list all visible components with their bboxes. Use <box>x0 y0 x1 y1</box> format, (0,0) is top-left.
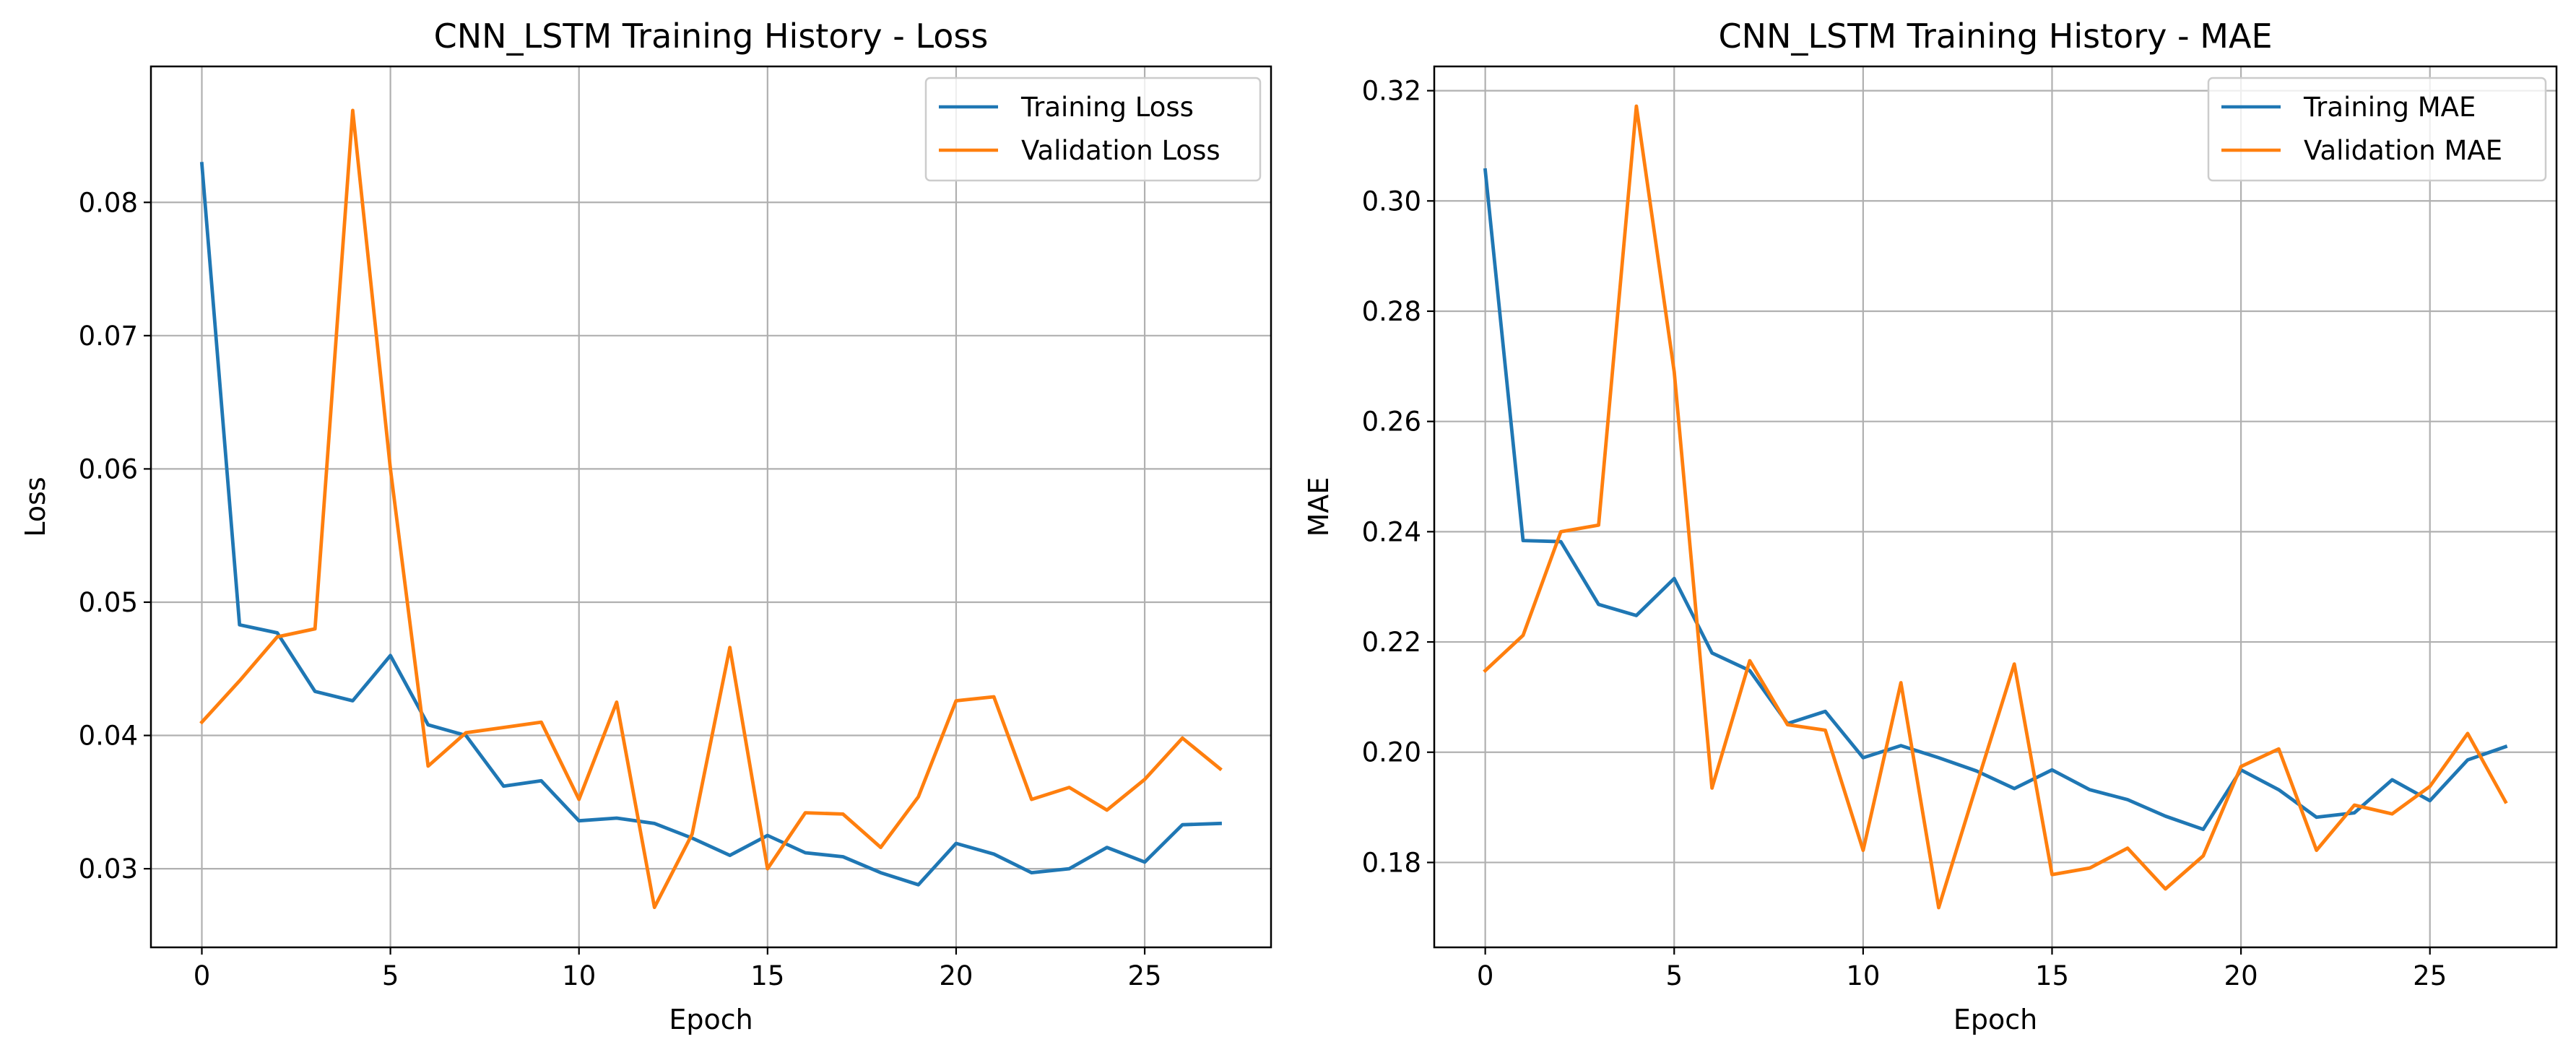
mae-x-tick-label: 5 <box>1665 960 1683 991</box>
mae-y-tick-label: 0.26 <box>1362 407 1421 438</box>
loss-x-tick-label: 20 <box>939 960 973 991</box>
mae-x-tick-label: 0 <box>1477 960 1494 991</box>
mae-y-tick-label: 0.22 <box>1362 627 1421 658</box>
mae-x-tick-label: 20 <box>2224 960 2258 991</box>
loss-lines <box>199 108 1223 909</box>
mae-y-tick-label: 0.24 <box>1362 516 1421 547</box>
mae-y-tick-label: 0.32 <box>1362 76 1421 107</box>
loss-axes-frame <box>149 65 1272 949</box>
legend-label-validation-loss: Validation Loss <box>1021 135 1220 166</box>
loss-chart: 0 5 10 15 20 25 0.03 0.04 0.05 0.06 0.07 0.08 CNN_L… <box>19 17 1272 1035</box>
series-line-training-loss <box>199 162 1222 887</box>
mae-axes-frame <box>1433 65 2558 949</box>
loss-y-tick-label: 0.05 <box>79 587 138 618</box>
mae-chart-title: CNN_LSTM Training History - MAE <box>1718 17 2272 56</box>
loss-x-axis-label: Epoch <box>669 1004 753 1035</box>
loss-y-tick-label: 0.04 <box>79 721 138 752</box>
series-line-validation-loss <box>199 108 1223 909</box>
mae-legend-box <box>2207 77 2547 182</box>
mae-x-tick-label: 15 <box>2035 960 2069 991</box>
mae-x-axis-label: Epoch <box>1953 1004 2037 1035</box>
mae-y-axis-label: MAE <box>1303 477 1335 537</box>
loss-y-axis-label: Loss <box>19 477 51 536</box>
loss-legend: Training Loss Validation Loss <box>924 77 1262 182</box>
loss-x-tick-label: 5 <box>382 960 399 991</box>
loss-y-tick-label: 0.07 <box>79 321 138 352</box>
loss-y-tick-label: 0.06 <box>79 453 138 485</box>
loss-y-tick-label: 0.08 <box>79 187 138 218</box>
loss-y-tick-label: 0.03 <box>79 853 138 885</box>
loss-x-tick-label: 10 <box>562 960 596 991</box>
legend-label-training-loss: Training Loss <box>1020 92 1194 123</box>
mae-ticks: 0 5 10 15 20 25 0.18 0.20 0.22 0.24 0.26 0.28 0.30 0.… <box>1362 76 2447 991</box>
mae-x-tick-label: 10 <box>1846 960 1880 991</box>
mae-y-tick-label: 0.18 <box>1362 847 1421 878</box>
mae-legend: Training MAE Validation MAE <box>2207 77 2547 182</box>
loss-x-tick-label: 0 <box>194 960 211 991</box>
loss-chart-title: CNN_LSTM Training History - Loss <box>434 17 989 56</box>
mae-y-tick-label: 0.30 <box>1362 186 1421 217</box>
mae-chart: 0 5 10 15 20 25 0.18 0.20 0.22 0.24 0.26 0.28 0.30 0.… <box>1303 17 2558 1035</box>
mae-x-tick-label: 25 <box>2413 960 2447 991</box>
mae-lines <box>1483 104 2508 910</box>
mae-y-tick-label: 0.28 <box>1362 296 1421 327</box>
series-line-training-mae <box>1483 168 2508 831</box>
loss-ticks: 0 5 10 15 20 25 0.03 0.04 0.05 0.06 0.07 0.08 <box>79 187 1162 991</box>
loss-x-tick-label: 15 <box>750 960 784 991</box>
mae-grid <box>1434 66 2557 947</box>
series-line-validation-mae <box>1483 104 2508 910</box>
loss-legend-box <box>924 77 1262 182</box>
legend-label-training-mae: Training MAE <box>2303 92 2476 123</box>
loss-x-tick-label: 25 <box>1128 960 1162 991</box>
mae-y-tick-label: 0.20 <box>1362 737 1421 768</box>
legend-label-validation-mae: Validation MAE <box>2304 135 2502 166</box>
